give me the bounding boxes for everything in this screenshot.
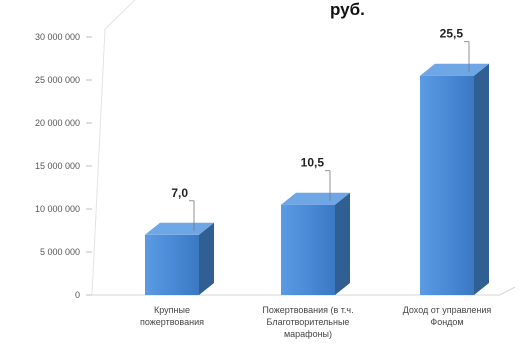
bar-top (145, 222, 214, 235)
category-label: Благотворительные (267, 317, 350, 327)
bar: 10,5 (281, 156, 350, 295)
value-label: 10,5 (301, 156, 325, 170)
chart-title: руб. (330, 0, 365, 19)
y-tick-label: 25 000 000 (35, 75, 80, 85)
y-tick-label: 20 000 000 (35, 118, 80, 128)
bar-side (335, 192, 350, 295)
y-axis: 0 5 000 000 10 000 000 15 000 000 20 000 000… (35, 0, 516, 300)
category-labels: Крупные пожертвования Пожертвования (в т.ч… (140, 305, 491, 339)
bar: 7,0 (145, 186, 214, 295)
y-tick-label: 0 (75, 290, 80, 300)
category-label: Фондом (430, 317, 463, 327)
y-tick-label: 5 000 000 (40, 247, 80, 257)
bar-front (281, 204, 335, 295)
y-tick-label: 15 000 000 (35, 161, 80, 171)
y-tick-label: 30 000 000 (35, 32, 80, 42)
bar-front (420, 75, 474, 295)
category-label: Доход от управления (403, 305, 492, 315)
bar-top (420, 63, 489, 76)
bars: 7,0 10,5 25,5 (145, 27, 489, 296)
category-label: марафоны) (284, 329, 332, 339)
bar: 25,5 (420, 27, 489, 296)
bar-front (145, 234, 199, 295)
bar-top (281, 192, 350, 205)
bar-side (474, 63, 489, 296)
chart-floor (92, 286, 516, 296)
chart-wall-edge (91, 0, 136, 296)
category-label: пожертвования (140, 317, 204, 327)
value-label: 7,0 (171, 186, 188, 200)
bar-side (199, 222, 214, 295)
category-label: Крупные (154, 305, 190, 315)
category-label: Пожертвования (в т.ч. (262, 305, 353, 315)
y-tick-label: 10 000 000 (35, 204, 80, 214)
value-label: 25,5 (440, 27, 464, 41)
